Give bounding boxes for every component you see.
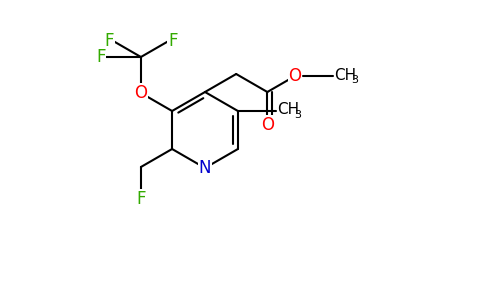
Text: 3: 3 (294, 110, 301, 120)
Text: O: O (261, 116, 274, 134)
Text: F: F (136, 190, 146, 208)
Text: F: F (105, 32, 114, 50)
Text: O: O (288, 67, 302, 85)
Text: 3: 3 (351, 75, 358, 85)
Text: F: F (168, 32, 177, 50)
Text: CH: CH (277, 103, 299, 118)
Text: CH: CH (334, 68, 356, 82)
Text: F: F (96, 48, 106, 66)
Text: O: O (135, 84, 148, 102)
Text: N: N (199, 159, 211, 177)
